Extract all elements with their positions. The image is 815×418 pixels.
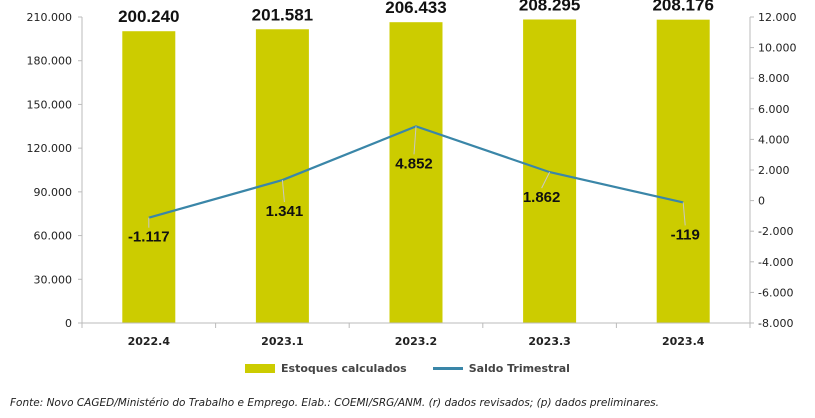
legend-label-saldo: Saldo Trimestral	[468, 362, 570, 375]
y-right-tick-label: -2.000	[758, 225, 793, 238]
bar	[389, 22, 443, 323]
line-label-leader	[682, 202, 686, 226]
x-tick-label: 2022.4	[128, 335, 171, 348]
line-data-label: 4.852	[395, 155, 433, 172]
y-right-tick-label: -8.000	[758, 317, 793, 330]
legend-swatch-line	[432, 367, 463, 370]
y-right-tick-label: 4.000	[758, 133, 790, 146]
bar-data-label: 206.433	[385, 0, 446, 17]
y-left-tick-label: 0	[65, 317, 72, 330]
x-tick-label: 2023.3	[528, 335, 570, 348]
bar-data-label: 201.581	[252, 5, 313, 24]
bar-data-label: 208.295	[519, 0, 580, 14]
line-data-label: 1.341	[266, 203, 304, 220]
y-left-tick-label: 120.000	[27, 142, 73, 155]
bar-data-label: 200.240	[118, 7, 179, 26]
y-right-tick-label: 0	[758, 195, 765, 208]
bar	[656, 19, 710, 323]
legend-swatch-bar	[245, 364, 276, 373]
line-data-label: -119	[671, 226, 700, 243]
y-left-tick-label: 90.000	[34, 186, 73, 199]
x-tick-label: 2023.4	[662, 335, 705, 348]
line-label-leader	[281, 180, 285, 203]
y-left-tick-label: 210.000	[27, 11, 73, 24]
source-note: Fonte: Novo CAGED/Ministério do Trabalho…	[10, 397, 659, 409]
y-right-tick-label: 12.000	[758, 11, 797, 24]
y-left-tick-label: 30.000	[34, 273, 73, 286]
line-label-leader	[413, 126, 417, 155]
combo-chart: 0 30.000 60.000 90.000 120.000 150.000 180.000…	[27, 0, 797, 348]
line-data-label: -1.117	[128, 229, 170, 246]
y-right-tick-label: 8.000	[758, 72, 790, 85]
y-right-tick-label: -4.000	[758, 256, 793, 269]
bar-data-label: 208.176	[652, 0, 713, 15]
chart-legend: Estoques calculados Saldo Trimestral	[0, 362, 815, 375]
bar	[122, 31, 176, 324]
legend-item-estoques: Estoques calculados	[245, 362, 407, 375]
y-right-tick-label: 10.000	[758, 42, 797, 55]
y-right-tick-label: -6.000	[758, 286, 793, 299]
legend-item-saldo: Saldo Trimestral	[432, 362, 570, 375]
y-right-tick-label: 6.000	[758, 103, 790, 116]
y-left-tick-label: 60.000	[34, 230, 73, 243]
y-left-tick-label: 150.000	[27, 98, 73, 111]
y-right-tick-label: 2.000	[758, 164, 790, 177]
legend-label-estoques: Estoques calculados	[281, 362, 407, 375]
bar	[255, 29, 309, 323]
x-tick-label: 2023.1	[261, 335, 303, 348]
line-data-label: 1.862	[523, 189, 561, 206]
y-left-tick-label: 180.000	[27, 55, 73, 68]
line-label-leader	[541, 171, 551, 189]
x-tick-label: 2023.2	[395, 335, 437, 348]
